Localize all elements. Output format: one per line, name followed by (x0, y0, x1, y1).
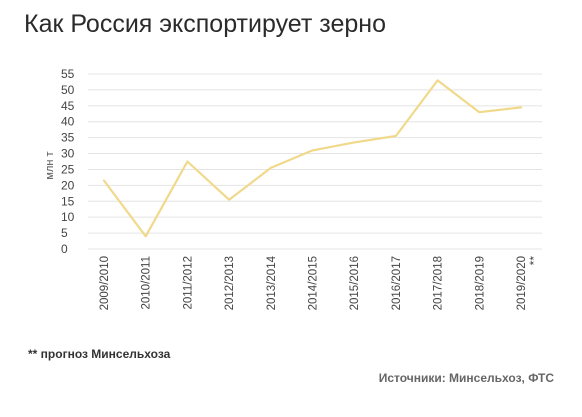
x-tick-label: 2018/2019 (474, 256, 486, 310)
y-tick-label: 50 (61, 83, 75, 97)
chart-title: Как Россия экспортирует зерно (24, 10, 386, 38)
series-line (102, 79, 523, 238)
x-axis-ticks: 2009/2010 2010/2011 2011/2012 2012/2013 2013… (99, 255, 528, 310)
footnote: ** прогноз Минсельхоза (28, 347, 171, 361)
x-tick-label: 2011/2012 (182, 256, 194, 310)
x-tick-label: 2015/2016 (349, 256, 361, 310)
y-tick-label: 35 (61, 131, 75, 145)
sources-note: Источники: Минсельхоз, ФТС (378, 371, 554, 385)
y-tick-label: 30 (61, 147, 75, 161)
y-tick-label: 15 (61, 194, 75, 208)
y-tick-label: 55 (61, 67, 75, 81)
grid-lines (88, 73, 542, 250)
y-tick-label: 20 (61, 178, 75, 192)
x-tick-label: 2010/2011 (141, 256, 153, 310)
x-tick-label: 2014/2015 (308, 256, 320, 310)
y-tick-label: 40 (61, 115, 75, 129)
x-tick-label: 2019/2020 (516, 256, 528, 310)
annotations: ** (527, 256, 541, 266)
y-tick-label: 5 (61, 226, 68, 240)
x-tick-label: 2009/2010 (99, 256, 111, 310)
y-axis-label: млн т (44, 151, 56, 179)
y-tick-label: 0 (61, 242, 68, 256)
x-tick-label: 2016/2017 (391, 256, 403, 310)
y-tick-label: 10 (61, 210, 75, 224)
y-tick-label: 25 (61, 162, 75, 176)
forecast-annotation: ** (527, 256, 541, 266)
x-tick-label: 2017/2018 (433, 256, 445, 310)
x-tick-label: 2012/2013 (224, 256, 236, 310)
y-tick-label: 45 (61, 99, 75, 113)
x-tick-label: 2013/2014 (266, 255, 278, 310)
